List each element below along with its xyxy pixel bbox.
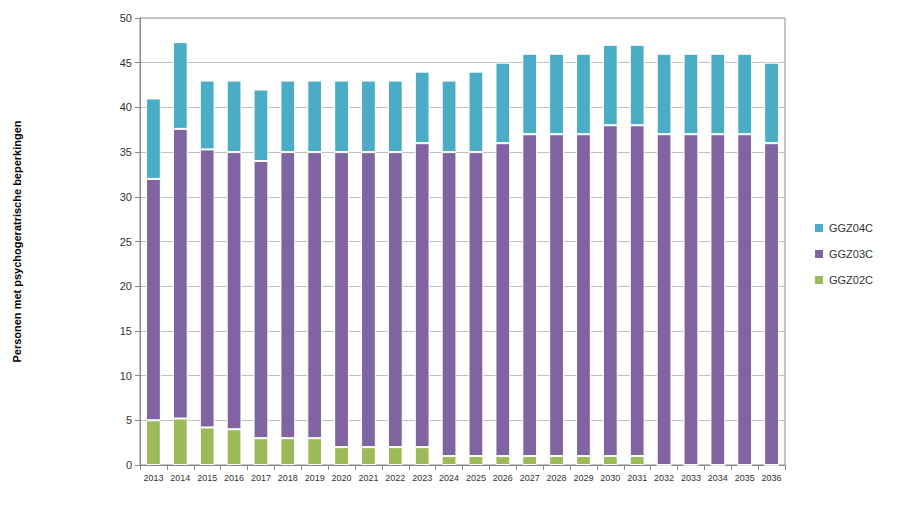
svg-text:2015: 2015: [197, 473, 217, 483]
svg-text:2025: 2025: [466, 473, 486, 483]
svg-text:2034: 2034: [708, 473, 728, 483]
svg-text:2035: 2035: [735, 473, 755, 483]
svg-text:30: 30: [120, 191, 132, 203]
svg-text:2013: 2013: [143, 473, 163, 483]
svg-text:2016: 2016: [224, 473, 244, 483]
svg-text:45: 45: [120, 57, 132, 69]
svg-text:GGZ02C: GGZ02C: [829, 274, 873, 286]
svg-text:2023: 2023: [412, 473, 432, 483]
svg-text:35: 35: [120, 146, 132, 158]
svg-text:2033: 2033: [681, 473, 701, 483]
svg-text:15: 15: [120, 325, 132, 337]
svg-text:2022: 2022: [385, 473, 405, 483]
svg-text:20: 20: [120, 280, 132, 292]
svg-text:Personen met psychogeratrische: Personen met psychogeratrische beperking…: [11, 120, 23, 362]
svg-text:2026: 2026: [493, 473, 513, 483]
svg-text:10: 10: [120, 370, 132, 382]
svg-text:2014: 2014: [170, 473, 190, 483]
svg-text:2018: 2018: [278, 473, 298, 483]
svg-text:2020: 2020: [332, 473, 352, 483]
svg-text:2027: 2027: [520, 473, 540, 483]
svg-text:2017: 2017: [251, 473, 271, 483]
svg-text:2024: 2024: [439, 473, 459, 483]
svg-text:GGZ03C: GGZ03C: [829, 248, 873, 260]
svg-text:5: 5: [126, 414, 132, 426]
svg-text:2019: 2019: [305, 473, 325, 483]
svg-text:GGZ04C: GGZ04C: [829, 222, 873, 234]
svg-text:2021: 2021: [358, 473, 378, 483]
svg-text:2029: 2029: [573, 473, 593, 483]
svg-text:2030: 2030: [600, 473, 620, 483]
svg-text:50: 50: [120, 12, 132, 24]
svg-text:2036: 2036: [762, 473, 782, 483]
svg-text:2031: 2031: [627, 473, 647, 483]
svg-text:40: 40: [120, 101, 132, 113]
svg-text:0: 0: [126, 459, 132, 471]
svg-text:2032: 2032: [654, 473, 674, 483]
svg-text:2028: 2028: [547, 473, 567, 483]
svg-text:25: 25: [120, 236, 132, 248]
